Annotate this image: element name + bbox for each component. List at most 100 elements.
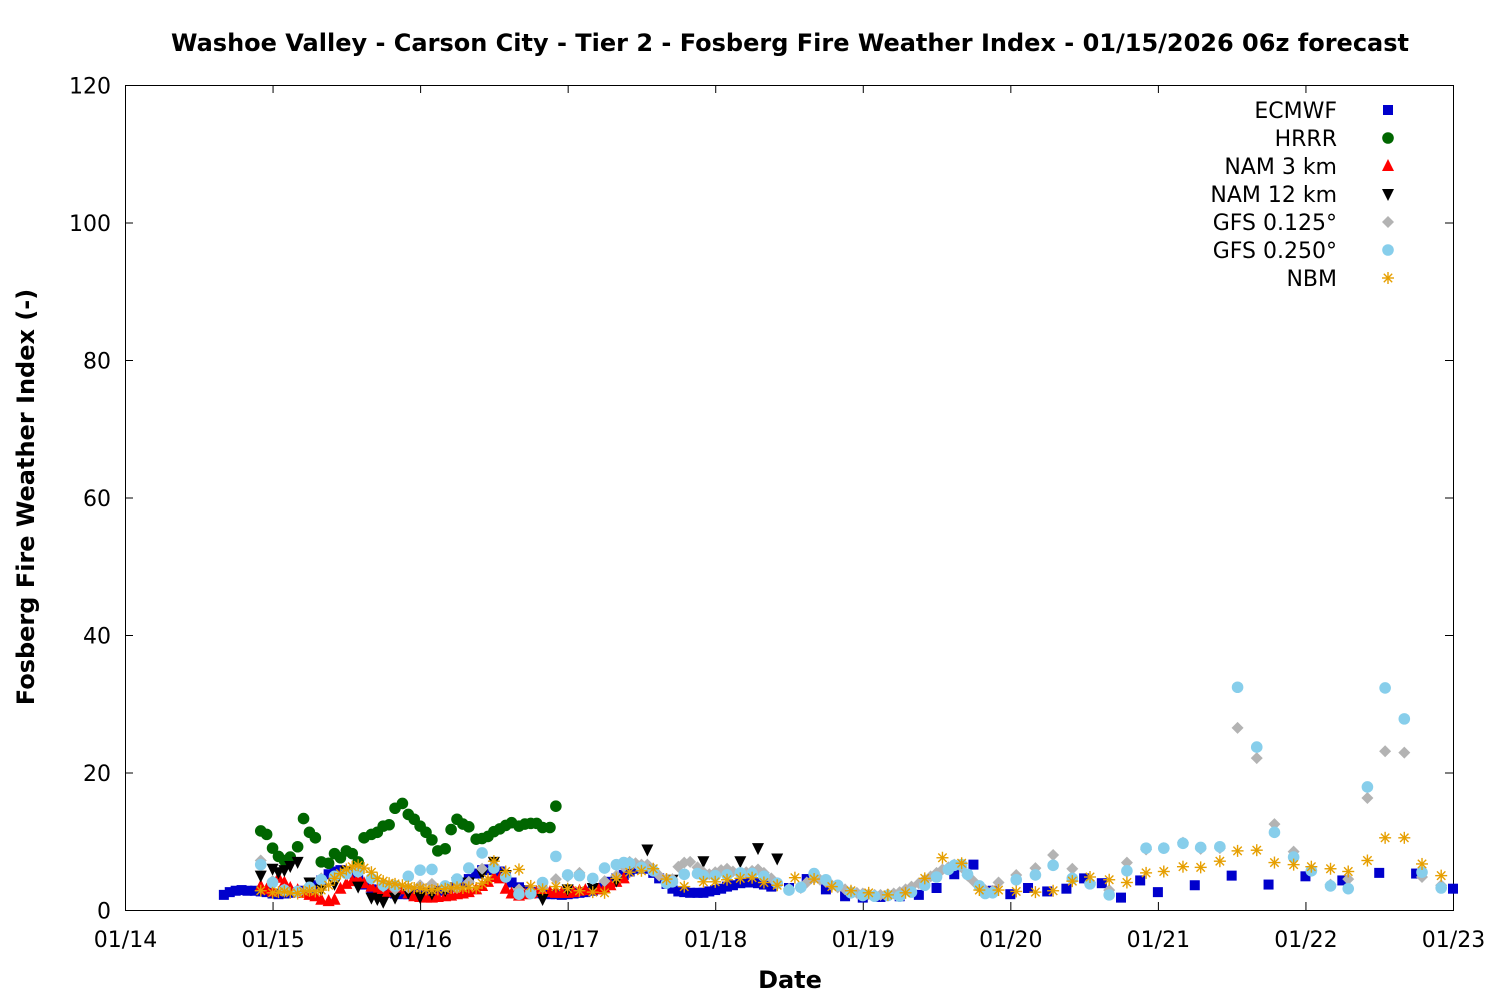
legend-marker-gfs-0-250 — [1382, 244, 1394, 256]
point-ecmwf — [224, 887, 235, 898]
point-nbm — [1342, 865, 1355, 878]
point-gfs-0-250 — [1287, 851, 1300, 863]
point-nam-12-km — [697, 856, 710, 869]
point-nbm — [470, 882, 483, 894]
point-nam-12-km — [771, 853, 784, 866]
point-nbm — [734, 872, 747, 885]
point-nbm — [1140, 866, 1153, 879]
point-ecmwf — [1448, 883, 1458, 894]
point-ecmwf — [1411, 868, 1422, 879]
x-axis-title: Date — [758, 966, 822, 994]
point-ecmwf — [310, 880, 321, 891]
point-nam-12-km — [389, 892, 402, 905]
point-hrrr — [322, 857, 335, 870]
point-gfs-0-250 — [561, 869, 574, 881]
x-tick-label: 01/20 — [979, 928, 1042, 953]
legend-marker-ecmwf — [1383, 105, 1393, 115]
point-nbm — [1029, 886, 1042, 899]
point-hrrr — [266, 842, 279, 854]
point-ecmwf — [727, 880, 738, 891]
point-nbm — [1194, 861, 1207, 874]
point-nbm — [328, 872, 341, 885]
legend-label-hrrr: HRRR — [1275, 127, 1337, 152]
point-ecmwf — [840, 891, 851, 902]
point-nbm — [992, 884, 1005, 897]
point-ecmwf — [1096, 878, 1107, 889]
point-nam-12-km — [278, 865, 291, 878]
point-hrrr — [284, 851, 297, 863]
point-nbm — [1213, 855, 1226, 868]
x-tick-label: 01/14 — [94, 928, 157, 953]
point-nbm — [389, 877, 402, 890]
point-hrrr — [291, 840, 304, 853]
point-ecmwf — [667, 883, 678, 894]
point-nbm — [549, 880, 562, 893]
point-nam-12-km — [352, 881, 365, 894]
point-nbm — [660, 873, 673, 886]
point-ecmwf — [242, 885, 253, 896]
point-nbm — [254, 884, 267, 897]
point-nbm — [1324, 862, 1337, 875]
point-nam-12-km — [641, 844, 654, 857]
point-gfs-0-125 — [598, 875, 611, 888]
point-ecmwf — [1152, 887, 1163, 898]
point-nbm — [284, 886, 297, 899]
point-nam-3-km — [278, 875, 291, 888]
point-gfs-0-250 — [315, 873, 328, 886]
legend-label-gfs-0-125: GFS 0.125° — [1213, 211, 1337, 236]
point-ecmwf — [347, 868, 358, 879]
y-tick-label: 120 — [69, 75, 111, 100]
point-ecmwf — [820, 884, 831, 895]
point-gfs-0-125 — [549, 873, 562, 886]
point-nbm — [678, 880, 691, 893]
point-nbm — [1157, 865, 1170, 878]
point-gfs-0-250 — [573, 869, 586, 882]
point-nbm — [1416, 857, 1429, 870]
point-gfs-0-250 — [1435, 882, 1447, 894]
point-nbm — [499, 865, 512, 878]
point-ecmwf — [1023, 883, 1034, 893]
point-nbm — [1047, 884, 1060, 897]
point-gfs-0-250 — [1047, 859, 1059, 872]
point-nbm — [808, 873, 821, 886]
point-gfs-0-250 — [961, 868, 974, 881]
point-ecmwf — [482, 864, 493, 875]
point-gfs-0-250 — [1194, 841, 1207, 854]
point-nbm — [1250, 844, 1263, 857]
point-gfs-0-250 — [1416, 866, 1428, 878]
point-gfs-0-125 — [1231, 721, 1244, 734]
point-ecmwf — [710, 885, 721, 896]
point-nbm — [973, 884, 986, 897]
point-nbm — [1305, 860, 1318, 873]
point-ecmwf — [1005, 889, 1016, 900]
point-nbm — [512, 863, 525, 876]
point-gfs-0-250 — [1324, 880, 1337, 892]
point-nbm — [862, 886, 875, 899]
x-tick-label: 01/17 — [536, 928, 599, 953]
point-nam-3-km — [617, 871, 630, 884]
point-nbm — [1103, 873, 1116, 886]
x-tick-label: 01/19 — [832, 928, 895, 953]
series-hrrr — [254, 797, 562, 870]
legend-marker-nam-12-km — [1382, 189, 1394, 201]
point-nbm — [1176, 860, 1189, 873]
x-tick-label: 01/16 — [389, 928, 452, 953]
point-hrrr — [383, 818, 395, 831]
point-hrrr — [346, 847, 359, 860]
point-gfs-0-250 — [414, 864, 426, 876]
point-hrrr — [550, 800, 562, 812]
point-nbm — [623, 866, 636, 879]
point-nbm — [598, 886, 611, 899]
point-hrrr — [260, 828, 273, 841]
x-tick-label: 01/23 — [1422, 928, 1485, 953]
point-hrrr — [297, 812, 310, 825]
point-gfs-0-125 — [1047, 849, 1060, 861]
point-nam-12-km — [536, 894, 549, 906]
point-ecmwf — [1135, 875, 1146, 886]
point-nbm — [481, 873, 494, 886]
point-nam-12-km — [377, 896, 390, 909]
point-gfs-0-250 — [918, 879, 931, 892]
point-gfs-0-250 — [1379, 682, 1391, 694]
point-nam-3-km — [499, 881, 512, 894]
point-nam-3-km — [328, 892, 341, 905]
